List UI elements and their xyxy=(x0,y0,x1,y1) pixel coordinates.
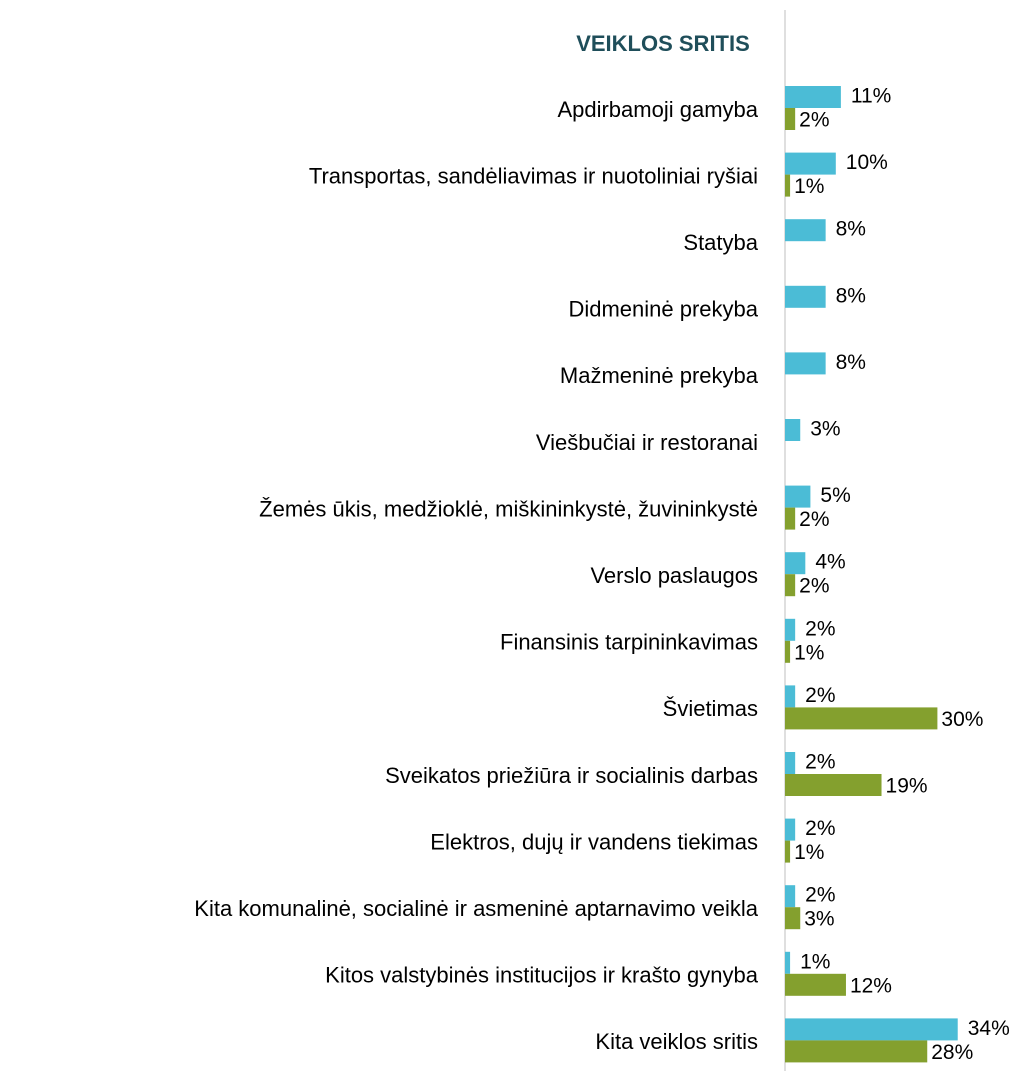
value-label: 2% xyxy=(799,508,829,531)
bar xyxy=(785,352,826,375)
value-label: 28% xyxy=(931,1041,973,1064)
category-label: Elektros, dujų ir vandens tiekimas xyxy=(430,829,758,854)
bar xyxy=(785,419,801,441)
bar xyxy=(785,973,846,996)
value-label: 4% xyxy=(815,551,845,574)
value-label: 1% xyxy=(794,841,824,864)
value-label: 3% xyxy=(810,418,840,441)
category-label: Finansinis tarpininkavimas xyxy=(500,630,758,655)
value-label: 3% xyxy=(804,908,834,931)
value-label: 2% xyxy=(799,575,829,598)
value-label: 2% xyxy=(805,751,835,774)
category-label: Mažmeninė prekyba xyxy=(560,363,759,388)
value-label: 5% xyxy=(820,484,850,507)
category-label: Kitos valstybinės institucijos ir krašto… xyxy=(325,963,759,988)
bar xyxy=(785,640,791,663)
value-label: 34% xyxy=(968,1017,1010,1040)
chart-title: VEIKLOS SRITIS xyxy=(576,31,750,56)
bar xyxy=(785,285,826,308)
bar xyxy=(785,507,796,530)
bar xyxy=(785,685,796,708)
bar xyxy=(785,552,806,575)
category-label: Sveikatos priežiūra ir socialinis darbas xyxy=(385,763,758,788)
bar xyxy=(785,174,791,197)
bar xyxy=(785,774,882,796)
value-label: 19% xyxy=(886,775,928,798)
value-label: 12% xyxy=(850,974,892,997)
bar xyxy=(785,618,796,641)
bar xyxy=(785,885,796,908)
category-label: Kita komunalinė, socialinė ir asmeninė a… xyxy=(194,896,758,921)
bar xyxy=(785,818,796,841)
category-label: Transportas, sandėliavimas ir nuotolinia… xyxy=(309,163,758,188)
bar xyxy=(785,152,836,175)
bar xyxy=(785,951,791,974)
value-label: 1% xyxy=(800,950,830,973)
category-label: Statyba xyxy=(683,230,758,255)
value-label: 2% xyxy=(805,884,835,907)
value-label: 30% xyxy=(941,708,983,731)
value-label: 8% xyxy=(836,351,866,374)
value-label: 8% xyxy=(836,284,866,307)
category-label: Didmeninė prekyba xyxy=(568,297,758,322)
category-label: Verslo paslaugos xyxy=(590,563,758,588)
value-label: 2% xyxy=(805,817,835,840)
bar xyxy=(785,840,791,863)
bar xyxy=(785,1018,958,1041)
value-label: 11% xyxy=(851,85,891,108)
value-label: 10% xyxy=(846,151,888,174)
bar xyxy=(785,86,841,108)
value-label: 1% xyxy=(794,175,824,198)
value-label: 2% xyxy=(799,109,829,132)
category-label: Kita veiklos sritis xyxy=(595,1029,758,1054)
value-label: 2% xyxy=(805,617,835,640)
bar xyxy=(785,752,796,774)
bar xyxy=(785,485,811,508)
bar xyxy=(785,108,796,130)
value-label: 8% xyxy=(836,218,866,241)
bar xyxy=(785,707,938,730)
bar xyxy=(785,219,826,242)
category-label: Apdirbamoji gamyba xyxy=(557,97,758,122)
value-label: 2% xyxy=(805,684,835,707)
category-label: Švietimas xyxy=(663,696,758,721)
bar xyxy=(785,574,796,597)
bar xyxy=(785,1040,928,1063)
category-label: Viešbučiai ir restoranai xyxy=(536,430,758,455)
category-label: Žemės ūkis, medžioklė, miškininkystė, žu… xyxy=(259,496,758,521)
value-label: 1% xyxy=(794,641,824,664)
bar xyxy=(785,907,801,930)
